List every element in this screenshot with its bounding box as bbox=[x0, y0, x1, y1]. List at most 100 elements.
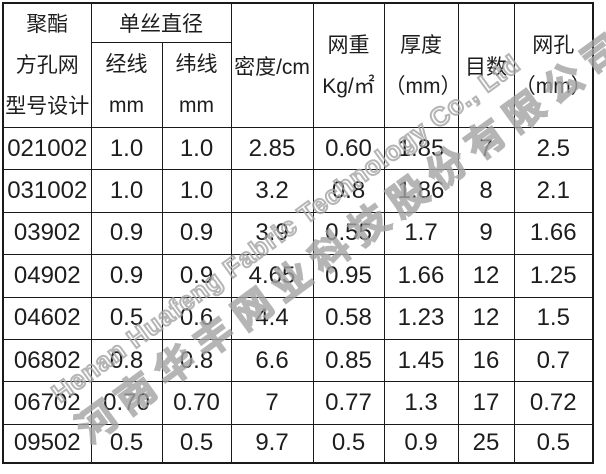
cell-aperture: 1.25 bbox=[513, 254, 594, 298]
table-row: 04902 0.9 0.9 4.65 0.95 1.66 12 1.25 bbox=[2, 254, 594, 298]
table-row: 04602 0.5 0.6 4.4 0.58 1.23 12 1.5 bbox=[2, 296, 594, 340]
cell-model: 06702 bbox=[2, 381, 92, 425]
cell-mesh-count: 9 bbox=[457, 211, 515, 256]
cell-weft-mm: 0.8 bbox=[161, 338, 232, 383]
header-aperture-line1: 网孔 bbox=[532, 33, 575, 57]
header-weft-line2: mm bbox=[179, 93, 214, 117]
cell-warp-mm: 0.8 bbox=[90, 338, 163, 383]
cell-density: 4.65 bbox=[230, 254, 314, 298]
header-row-2: 经线 mm 纬线 mm bbox=[3, 41, 593, 129]
cell-weight: 0.58 bbox=[312, 296, 385, 340]
header-weight-line2: Kg/㎡ bbox=[322, 74, 375, 98]
cell-weft-mm: 0.5 bbox=[161, 423, 232, 464]
cell-weight: 0.5 bbox=[312, 423, 385, 464]
header-warp-line2: mm bbox=[109, 93, 144, 117]
table-row: 06702 0.70 0.70 7 0.77 1.3 17 0.72 bbox=[2, 381, 594, 425]
cell-thickness: 1.3 bbox=[383, 381, 459, 425]
cell-weft-mm: 1.0 bbox=[161, 126, 232, 171]
cell-mesh-count: 16 bbox=[457, 338, 515, 383]
cell-aperture: 0.7 bbox=[513, 338, 594, 383]
cell-thickness: 1.66 bbox=[383, 254, 459, 298]
cell-weft-mm: 0.70 bbox=[161, 381, 232, 425]
cell-model: 06802 bbox=[2, 338, 92, 383]
cell-thickness: 1.86 bbox=[383, 169, 459, 213]
cell-aperture: 1.5 bbox=[513, 296, 594, 340]
cell-aperture: 0.72 bbox=[513, 381, 594, 425]
cell-aperture: 1.66 bbox=[513, 211, 594, 256]
cell-mesh-count: 12 bbox=[457, 254, 515, 298]
header-warp: 经线 mm bbox=[90, 41, 163, 129]
cell-mesh-count: 7 bbox=[457, 126, 515, 171]
header-model-line1: 聚酯 bbox=[26, 13, 69, 36]
cell-warp-mm: 0.5 bbox=[90, 423, 163, 464]
cell-warp-mm: 0.70 bbox=[90, 381, 163, 425]
cell-weft-mm: 0.6 bbox=[161, 296, 232, 340]
cell-model: 031002 bbox=[2, 169, 92, 213]
table-row: 09502 0.5 0.5 9.7 0.5 0.9 25 0.5 bbox=[2, 423, 594, 464]
cell-weight: 0.8 bbox=[312, 169, 385, 213]
header-mesh-count: 目数 bbox=[457, 2, 515, 128]
cell-density: 9.7 bbox=[230, 423, 314, 464]
cell-density: 4.4 bbox=[230, 296, 314, 340]
table-header: 聚酯 方孔网 型号设计 单丝直径 密度/cm 网重 Kg/㎡ 厚度 （mm） 目… bbox=[2, 2, 594, 129]
table-row: 03902 0.9 0.9 3.9 0.55 1.7 9 1.66 bbox=[2, 211, 594, 256]
cell-warp-mm: 0.9 bbox=[90, 211, 163, 256]
cell-warp-mm: 1.0 bbox=[90, 169, 163, 213]
header-diameter-group: 单丝直径 bbox=[90, 2, 232, 43]
header-aperture-line2: （mm） bbox=[514, 74, 592, 98]
header-model-line3: 型号设计 bbox=[5, 95, 90, 118]
header-thickness-line1: 厚度 bbox=[400, 33, 442, 57]
header-thickness-line2: （mm） bbox=[384, 74, 462, 98]
cell-warp-mm: 1.0 bbox=[90, 126, 163, 171]
cell-density: 7 bbox=[230, 381, 314, 425]
header-weight: 网重 Kg/㎡ bbox=[312, 2, 385, 128]
cell-weft-mm: 1.0 bbox=[161, 169, 232, 213]
cell-density: 2.85 bbox=[230, 126, 314, 171]
cell-model: 09502 bbox=[2, 423, 92, 464]
cell-weight: 0.95 bbox=[312, 254, 385, 298]
cell-mesh-count: 8 bbox=[457, 169, 515, 213]
cell-thickness: 1.85 bbox=[383, 126, 459, 171]
header-weight-line1: 网重 bbox=[327, 33, 370, 57]
cell-weight: 0.77 bbox=[312, 381, 385, 425]
cell-density: 3.9 bbox=[230, 211, 314, 256]
cell-aperture: 2.5 bbox=[513, 126, 594, 171]
cell-aperture: 0.5 bbox=[513, 423, 594, 464]
header-aperture: 网孔 （mm） bbox=[513, 2, 594, 128]
table-row: 021002 1.0 1.0 2.85 0.60 1.85 7 2.5 bbox=[2, 126, 594, 171]
cell-density: 6.6 bbox=[230, 338, 314, 383]
header-row-1: 聚酯 方孔网 型号设计 单丝直径 密度/cm 网重 Kg/㎡ 厚度 （mm） 目… bbox=[2, 2, 594, 128]
header-weft-line1: 纬线 bbox=[175, 52, 218, 76]
header-model-line2: 方孔网 bbox=[15, 54, 79, 77]
cell-model: 04902 bbox=[2, 254, 92, 298]
header-thickness: 厚度 （mm） bbox=[383, 2, 462, 128]
cell-weight: 0.60 bbox=[312, 126, 385, 171]
cell-thickness: 1.7 bbox=[383, 211, 459, 256]
header-warp-line1: 经线 bbox=[105, 52, 148, 76]
cell-aperture: 2.1 bbox=[513, 169, 594, 213]
cell-thickness: 1.23 bbox=[383, 296, 459, 340]
header-weft: 纬线 mm bbox=[161, 41, 232, 129]
table-body: 021002 1.0 1.0 2.85 0.60 1.85 7 2.5 0310… bbox=[2, 126, 594, 464]
cell-weight: 0.55 bbox=[312, 211, 385, 256]
cell-weft-mm: 0.9 bbox=[161, 254, 232, 298]
cell-thickness: 0.9 bbox=[383, 423, 459, 464]
header-model: 聚酯 方孔网 型号设计 bbox=[2, 2, 92, 128]
cell-mesh-count: 17 bbox=[457, 381, 515, 425]
cell-weft-mm: 0.9 bbox=[161, 211, 232, 256]
cell-thickness: 1.45 bbox=[383, 338, 459, 383]
cell-warp-mm: 0.9 bbox=[90, 254, 163, 298]
table-row: 031002 1.0 1.0 3.2 0.8 1.86 8 2.1 bbox=[2, 169, 594, 213]
cell-model: 04602 bbox=[2, 296, 92, 340]
cell-warp-mm: 0.5 bbox=[90, 296, 163, 340]
table-row: 06802 0.8 0.8 6.6 0.85 1.45 16 0.7 bbox=[2, 338, 594, 383]
spec-table: 聚酯 方孔网 型号设计 单丝直径 密度/cm 网重 Kg/㎡ 厚度 （mm） 目… bbox=[2, 2, 594, 464]
cell-model: 021002 bbox=[2, 126, 92, 171]
cell-weight: 0.85 bbox=[312, 338, 385, 383]
cell-mesh-count: 25 bbox=[457, 423, 515, 464]
cell-mesh-count: 12 bbox=[457, 296, 515, 340]
cell-model: 03902 bbox=[2, 211, 92, 256]
header-density: 密度/cm bbox=[230, 2, 314, 128]
cell-density: 3.2 bbox=[230, 169, 314, 213]
